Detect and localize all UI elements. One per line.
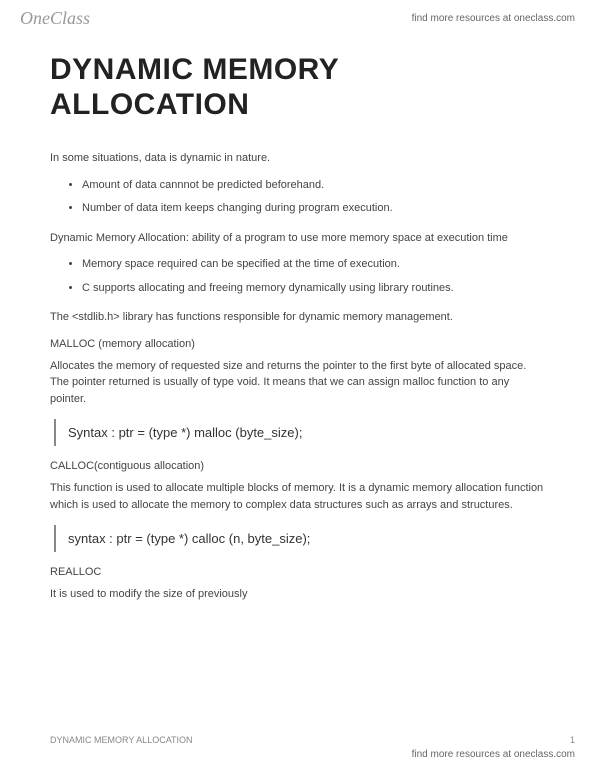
list-item: Amount of data cannnot be predicted befo… bbox=[82, 177, 545, 195]
malloc-para: Allocates the memory of requested size a… bbox=[50, 358, 545, 408]
intro-bullets: Amount of data cannnot be predicted befo… bbox=[82, 177, 545, 218]
malloc-label: MALLOC (memory allocation) bbox=[50, 338, 545, 350]
realloc-para: It is used to modify the size of previou… bbox=[50, 586, 545, 603]
list-item: Number of data item keeps changing durin… bbox=[82, 200, 545, 218]
footer-doc-name: DYNAMIC MEMORY ALLOCATION bbox=[50, 735, 193, 745]
footer-link[interactable]: find more resources at oneclass.com bbox=[50, 749, 575, 760]
calloc-syntax: syntax : ptr = (type *) calloc (n, byte_… bbox=[54, 525, 545, 552]
list-item: C supports allocating and freeing memory… bbox=[82, 280, 545, 298]
header-link[interactable]: find more resources at oneclass.com bbox=[412, 13, 575, 24]
definition-bullets: Memory space required can be specified a… bbox=[82, 256, 545, 297]
realloc-label: REALLOC bbox=[50, 566, 545, 578]
stdlib-para: The <stdlib.h> library has functions res… bbox=[50, 309, 545, 326]
footer-bar: DYNAMIC MEMORY ALLOCATION 1 find more re… bbox=[0, 729, 595, 770]
malloc-syntax: Syntax : ptr = (type *) malloc (byte_siz… bbox=[54, 419, 545, 446]
page-title: DYNAMIC MEMORY ALLOCATION bbox=[50, 53, 545, 122]
intro-para: In some situations, data is dynamic in n… bbox=[50, 150, 545, 167]
footer-top: DYNAMIC MEMORY ALLOCATION 1 bbox=[50, 735, 575, 745]
calloc-para: This function is used to allocate multip… bbox=[50, 480, 545, 513]
definition-para: Dynamic Memory Allocation: ability of a … bbox=[50, 230, 545, 247]
list-item: Memory space required can be specified a… bbox=[82, 256, 545, 274]
header-bar: OneClass find more resources at oneclass… bbox=[0, 0, 595, 33]
calloc-label: CALLOC(contiguous allocation) bbox=[50, 460, 545, 472]
footer-page-num: 1 bbox=[570, 735, 575, 745]
logo: OneClass bbox=[20, 8, 90, 29]
document-body: DYNAMIC MEMORY ALLOCATION In some situat… bbox=[0, 33, 595, 603]
